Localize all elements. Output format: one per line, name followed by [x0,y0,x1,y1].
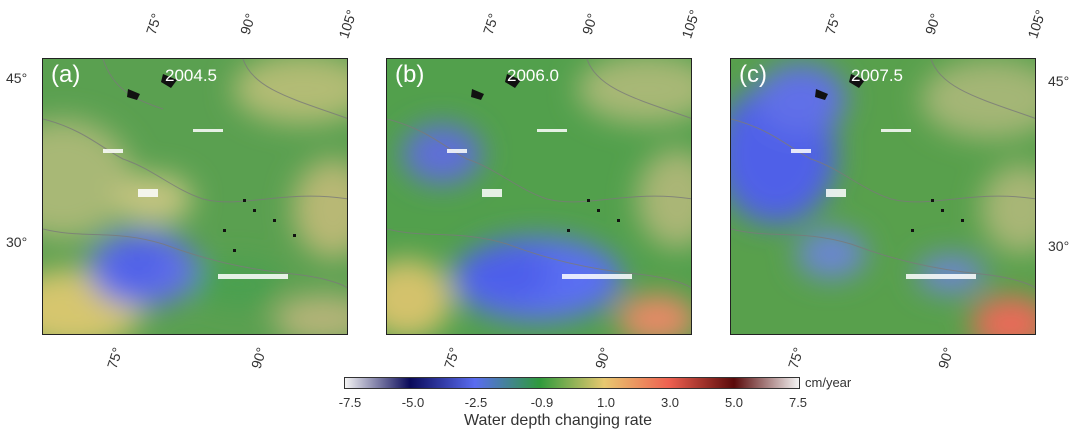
colorbar [344,377,800,389]
right-tick-30: 30° [1048,238,1070,254]
bottom-tick-90-b: 90° [591,345,614,371]
colorbar-label: -0.9 [530,395,554,410]
top-tick-75-c: 75° [821,11,844,37]
map-panel-c: (c) 2007.5 [730,58,1036,335]
map-b-field [387,59,691,334]
map-panel-a: (a) 2004.5 [42,58,348,335]
bottom-tick-90-a: 90° [247,345,270,371]
panel-title: 2007.5 [851,66,903,85]
map-c-field [731,59,1035,334]
colorbar-label: 3.0 [660,395,680,410]
colorbar-title: Water depth changing rate [464,412,652,429]
top-tick-75-a: 75° [142,11,165,37]
colorbar-label: -7.5 [338,395,362,410]
bottom-tick-90-c: 90° [934,345,957,371]
panel-title: 2006.0 [507,66,559,85]
colorbar-unit: cm/year [805,375,852,390]
map-panel-b: (b) 2006.0 [386,58,692,335]
top-tick-75-b: 75° [479,11,502,37]
top-tick-90-a: 90° [236,11,259,37]
top-tick-90-c: 90° [921,11,944,37]
colorbar-label: -2.5 [464,395,488,410]
top-tick-90-b: 90° [578,11,601,37]
panel-title: 2004.5 [165,66,217,85]
bottom-tick-75-c: 75° [784,345,807,371]
bottom-tick-75-a: 75° [103,345,126,371]
colorbar-label: 1.0 [596,395,616,410]
bottom-tick-75-b: 75° [440,345,463,371]
map-a-field [43,59,347,334]
colorbar-label: 5.0 [724,395,744,410]
right-tick-45: 45° [1048,73,1070,89]
left-tick-45: 45° [6,70,28,86]
top-tick-105-a: 105° [335,7,360,41]
panel-label: (c) [739,61,767,88]
top-tick-105-c: 105° [1024,7,1049,41]
panel-label: (a) [51,61,81,88]
panel-label: (b) [395,61,425,88]
colorbar-label: -5.0 [401,395,425,410]
colorbar-label: 7.5 [788,395,808,410]
top-tick-105-b: 105° [678,7,703,41]
left-tick-30: 30° [6,234,28,250]
